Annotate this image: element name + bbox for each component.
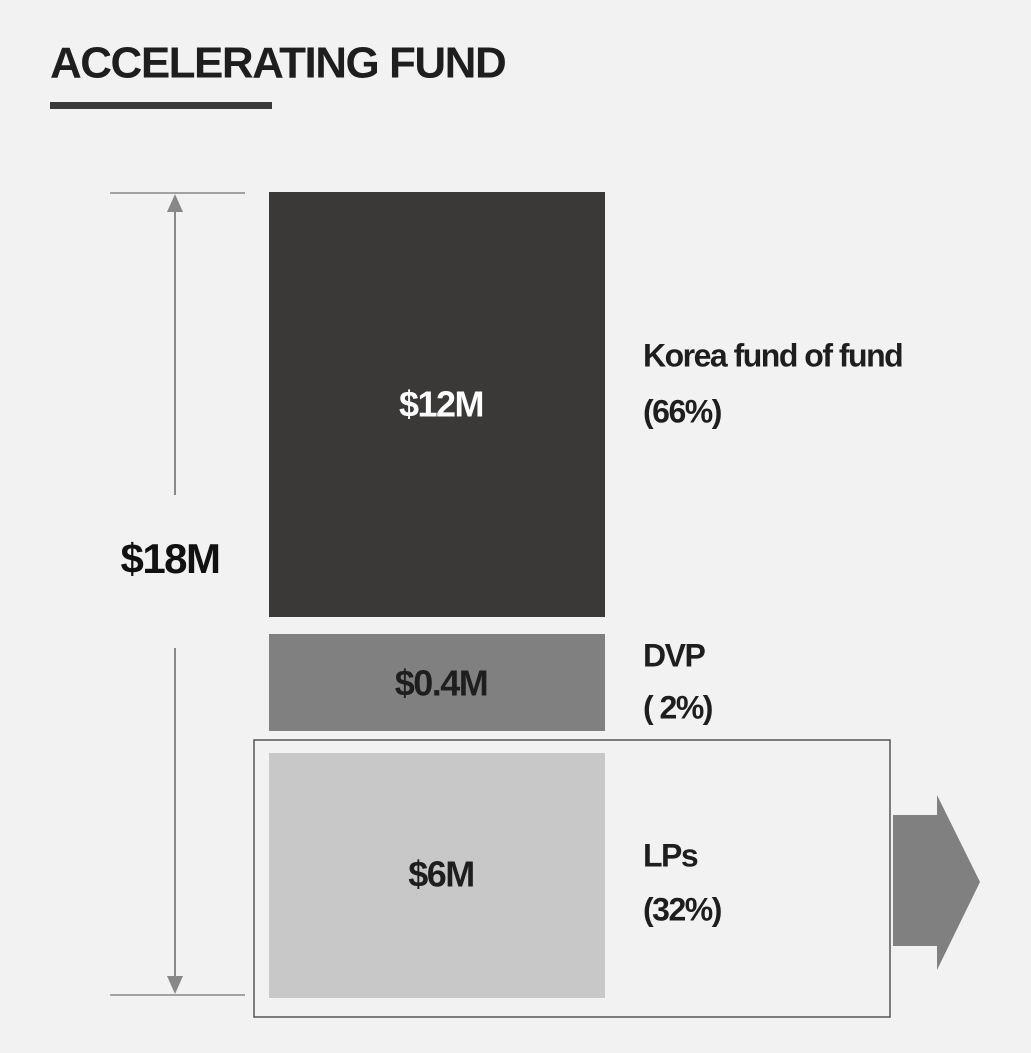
block-name: LPs <box>643 837 698 873</box>
block-share: (32%) <box>643 891 722 927</box>
block-amount: $0.4M <box>395 663 488 704</box>
block-amount: $12M <box>399 384 483 425</box>
title: ACCELERATING FUND <box>50 39 505 88</box>
block-korea <box>269 192 605 617</box>
title-underline <box>50 102 272 109</box>
arrow-right <box>893 795 980 970</box>
block-name: Korea fund of fund <box>643 337 902 373</box>
block-name: DVP <box>643 637 705 673</box>
total-label: $18M <box>120 535 219 582</box>
arrowhead <box>167 976 183 994</box>
block-lps <box>269 753 605 998</box>
block-amount: $6M <box>408 854 474 895</box>
lp-outline <box>253 739 891 1018</box>
block-dvp <box>269 634 605 731</box>
block-share: (66%) <box>643 393 722 429</box>
arrowhead <box>167 194 183 212</box>
block-share: ( 2%) <box>643 689 713 725</box>
